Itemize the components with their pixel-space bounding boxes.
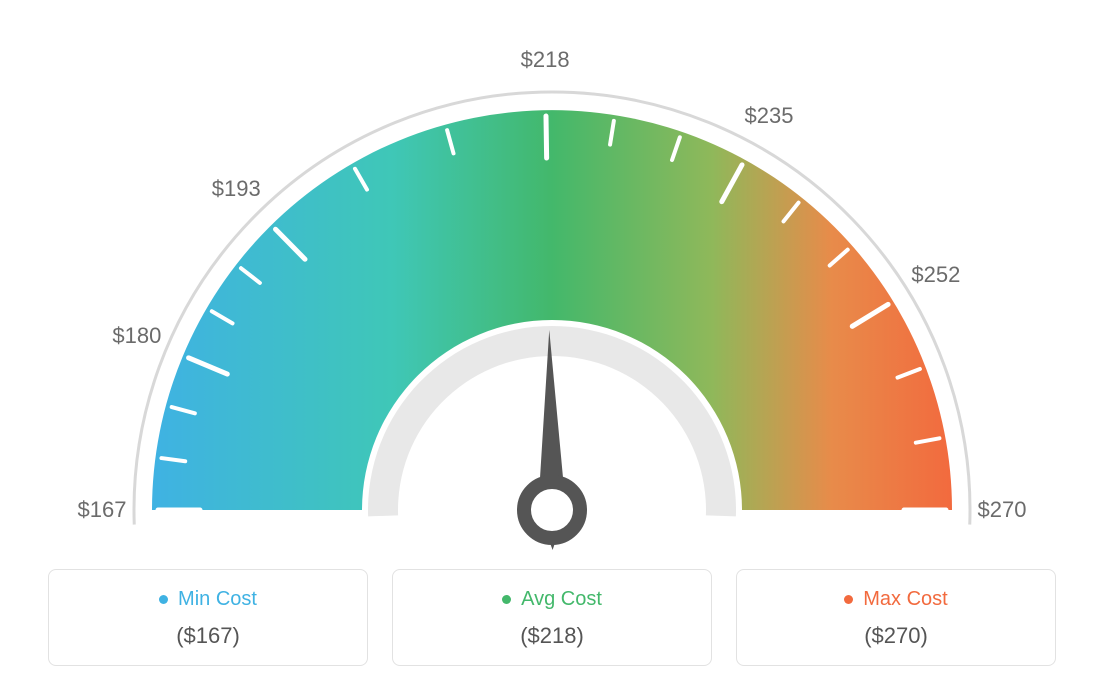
legend-label-avg: Avg Cost xyxy=(521,588,602,611)
gauge-container: $167 $180 $193 $218 $235 $252 $270 xyxy=(0,0,1104,560)
legend-card-avg: Avg Cost ($218) xyxy=(392,569,712,666)
legend-value-max: ($270) xyxy=(749,623,1043,649)
gauge-tick-label: $235 xyxy=(745,103,794,129)
gauge-tick-label: $180 xyxy=(112,323,161,349)
gauge-tick-label: $252 xyxy=(911,262,960,288)
legend-dot-avg xyxy=(502,595,511,604)
legend-title-min: Min Cost xyxy=(159,588,257,611)
legend-card-min: Min Cost ($167) xyxy=(48,569,368,666)
legend-row: Min Cost ($167) Avg Cost ($218) Max Cost… xyxy=(0,569,1104,666)
legend-label-min: Min Cost xyxy=(178,588,257,611)
gauge-tick-label: $193 xyxy=(212,176,261,202)
legend-dot-max xyxy=(844,595,853,604)
legend-value-min: ($167) xyxy=(61,623,355,649)
gauge-tick-label: $218 xyxy=(521,47,570,73)
gauge-tick-label: $270 xyxy=(978,497,1027,523)
legend-title-max: Max Cost xyxy=(844,588,947,611)
legend-title-avg: Avg Cost xyxy=(502,588,602,611)
legend-value-avg: ($218) xyxy=(405,623,699,649)
legend-dot-min xyxy=(159,595,168,604)
gauge-tick-label: $167 xyxy=(78,497,127,523)
legend-label-max: Max Cost xyxy=(863,588,947,611)
legend-card-max: Max Cost ($270) xyxy=(736,569,1056,666)
